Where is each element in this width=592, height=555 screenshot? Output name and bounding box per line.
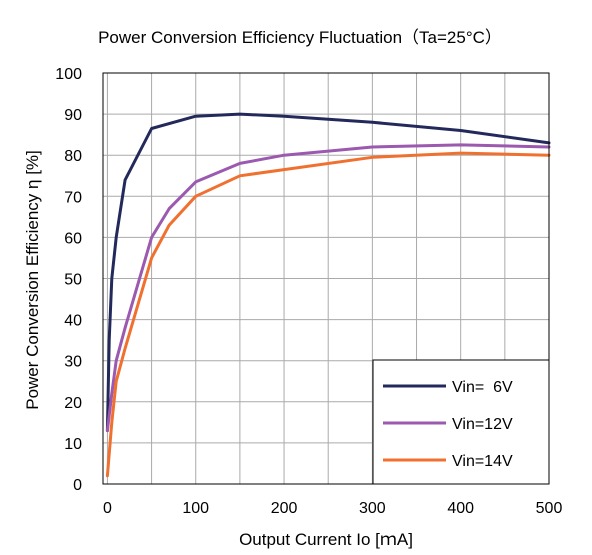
legend: Vin= 6V Vin=12V Vin=14V xyxy=(372,359,550,485)
y-tick-label: 100 xyxy=(55,66,82,83)
y-tick-label: 50 xyxy=(64,272,82,289)
y-tick-label: 90 xyxy=(64,107,82,124)
series-line-1 xyxy=(105,112,551,433)
legend-label: Vin=12V xyxy=(452,416,513,433)
series-lines xyxy=(105,112,551,478)
legend-label: Vin= 6V xyxy=(452,379,513,396)
x-tick-label: 300 xyxy=(359,500,386,517)
y-tick-label: 60 xyxy=(64,230,82,247)
x-tick-label: 0 xyxy=(103,500,112,517)
plot-frame xyxy=(102,72,550,485)
tick-labels: 0 10 20 30 40 50 60 70 80 90 100 0 100 200 300 400 500 xyxy=(55,66,562,517)
x-tick-label: 200 xyxy=(271,500,298,517)
series-line-2 xyxy=(105,143,551,433)
series-line-3 xyxy=(105,151,551,478)
y-tick-label: 30 xyxy=(64,354,82,371)
x-tick-label: 400 xyxy=(447,500,474,517)
chart-title: Power Conversion Efficiency Fluctuation（… xyxy=(98,28,502,47)
y-tick-label: 80 xyxy=(64,148,82,165)
x-tick-label: 500 xyxy=(536,500,563,517)
y-tick-label: 0 xyxy=(73,477,82,494)
y-tick-label: 10 xyxy=(64,436,82,453)
y-tick-label: 40 xyxy=(64,313,82,330)
y-tick-label: 70 xyxy=(64,189,82,206)
y-tick-label: 20 xyxy=(64,395,82,412)
legend-label: Vin=14V xyxy=(452,453,513,470)
y-axis-label: Power Conversion Efficiency η [%] xyxy=(23,150,42,410)
x-axis-label: Output Current Io [ｍA] xyxy=(239,530,413,549)
x-tick-label: 100 xyxy=(182,500,209,517)
